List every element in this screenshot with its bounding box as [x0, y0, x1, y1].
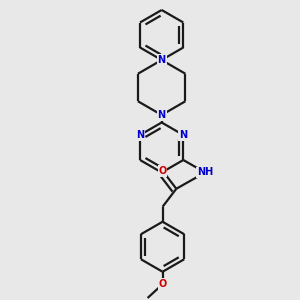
Text: N: N	[179, 130, 188, 140]
Text: N: N	[158, 55, 166, 65]
Text: O: O	[158, 279, 167, 289]
Text: N: N	[158, 110, 166, 120]
Text: NH: NH	[197, 167, 213, 178]
Text: N: N	[136, 130, 144, 140]
Text: O: O	[158, 166, 167, 176]
